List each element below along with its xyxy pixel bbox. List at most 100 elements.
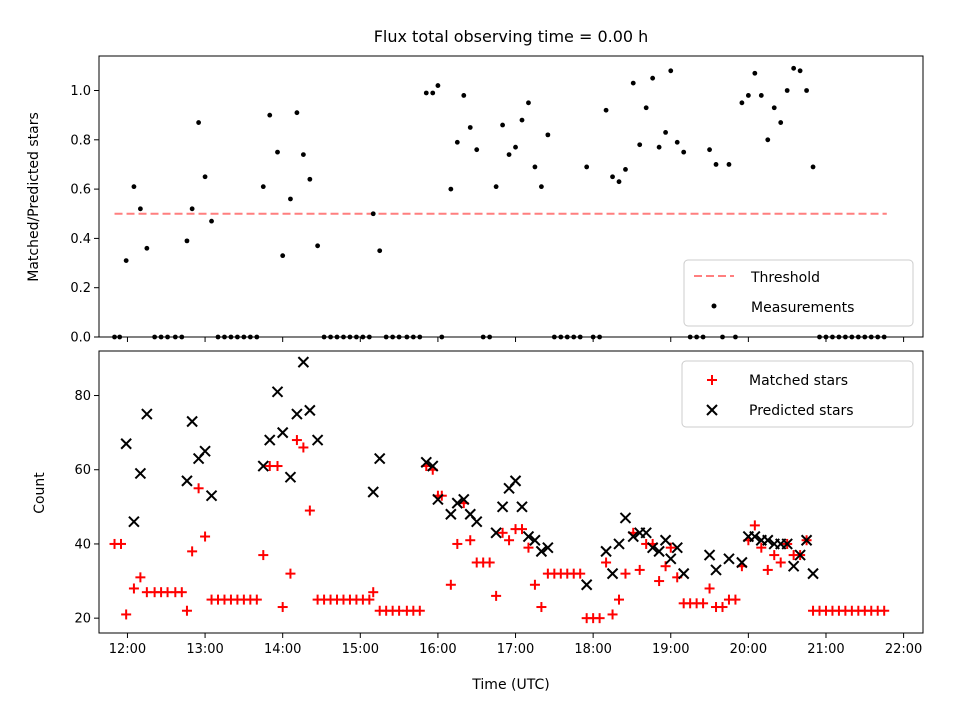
matched-star-point (762, 564, 773, 575)
predicted-star-point (781, 538, 793, 550)
chart-title: Flux total observing time = 0.00 h (374, 27, 649, 46)
matched-star-point (304, 505, 315, 516)
predicted-star-point (749, 530, 761, 543)
matched-star-point (536, 602, 547, 613)
measurement-point (209, 218, 214, 224)
predicted-star-point (522, 530, 535, 543)
predicted-star-point (600, 545, 612, 558)
predicted-star-point (606, 567, 619, 580)
predicted-star-point (264, 434, 276, 446)
threshold-legend-label: Threshold (750, 270, 820, 286)
measurement-point (423, 90, 429, 96)
predicted-star-point (186, 415, 198, 428)
predicted-star-point (373, 452, 386, 465)
matched-star-point (634, 564, 645, 575)
predicted-star-point (787, 560, 800, 572)
matched-star-point (368, 587, 379, 598)
matched-star-point (654, 576, 665, 587)
measurement-point (758, 93, 764, 98)
predicted-star-point (762, 534, 774, 546)
measurement-point (461, 93, 467, 98)
x-tick-label: 22:00 (885, 642, 922, 657)
predicted-star-point (529, 534, 541, 546)
predicted-star-point (128, 515, 140, 528)
matched-legend-label: Matched stars (749, 373, 848, 389)
y-tick-label: 0.6 (70, 183, 91, 198)
measurement-point (674, 139, 680, 145)
measurement-point (307, 176, 313, 182)
matched-star-point (484, 557, 495, 568)
measurement-point (467, 125, 473, 130)
matched-star-point (465, 535, 476, 546)
matched-star-point (181, 605, 192, 616)
measurement-point (584, 164, 590, 170)
matched-star-point (614, 594, 625, 605)
matched-star-point (115, 538, 126, 549)
predicted-star-point (471, 515, 483, 528)
matched-star-point (445, 579, 456, 590)
matched-star-point (121, 609, 132, 620)
matched-star-point (730, 594, 741, 605)
measurement-point (500, 122, 505, 128)
predicted-star-points (120, 356, 819, 591)
y-tick-label: 0.4 (70, 232, 91, 247)
matched-star-point (769, 550, 780, 561)
predicted-star-point (640, 527, 652, 539)
measurement-point (294, 110, 300, 116)
measurement-point (784, 88, 790, 93)
y-tick-label: 1.0 (70, 84, 91, 99)
measurement-point (630, 80, 636, 86)
predicted-star-point (427, 460, 439, 472)
measurement-point (474, 147, 480, 153)
ratio-panel: Matched/Predicted stars 0.0 0.2 0.4 0.6 0.8 1… (26, 55, 924, 346)
measurement-point (506, 152, 512, 157)
matched-star-point (523, 542, 534, 553)
predicted-star-point (304, 404, 316, 417)
predicted-star-point (723, 553, 735, 565)
count-legend: Matched stars Predicted stars (681, 360, 914, 428)
predicted-star-point (677, 567, 690, 580)
measurement-point (707, 147, 712, 153)
measurement-point (810, 164, 816, 170)
predicted-marker-icon (706, 404, 718, 416)
measurement-point (603, 107, 609, 113)
matched-star-point (258, 550, 269, 561)
measurement-point (616, 179, 622, 185)
measurement-point (513, 144, 518, 150)
x-tick-label: 21:00 (807, 642, 844, 657)
measurement-point (656, 144, 662, 150)
predicted-star-point (367, 486, 379, 498)
x-tick-label: 20:00 (730, 642, 767, 657)
matched-star-point (187, 546, 198, 557)
matched-star-point (272, 461, 283, 472)
matched-star-point (135, 572, 146, 583)
matched-star-point (594, 613, 605, 624)
matched-star-point (285, 568, 296, 579)
predicted-star-point (496, 501, 509, 513)
matched-star-point (756, 542, 767, 553)
measurement-point (791, 65, 797, 71)
predicted-star-point (451, 497, 464, 509)
matched-star-point (176, 587, 187, 598)
matched-star-point (298, 442, 309, 453)
measurement-point (681, 149, 687, 155)
measurement-point (668, 68, 674, 74)
measurement-point (454, 139, 460, 145)
matched-star-point (193, 483, 204, 494)
predicted-star-point (580, 579, 593, 591)
matched-star-point (364, 594, 375, 605)
x-tick-label: 16:00 (419, 642, 456, 657)
predicted-star-point (646, 541, 659, 554)
matched-star-point (291, 435, 302, 446)
y-tick-label: 0.0 (70, 331, 91, 346)
x-tick-label: 14:00 (264, 642, 301, 657)
ratio-xticks (126, 337, 905, 342)
predicted-legend-swatch (706, 404, 718, 416)
measurement-point (726, 162, 732, 167)
ratio-legend-box (683, 259, 914, 327)
measurement-point (804, 88, 809, 93)
predicted-star-point (671, 541, 683, 554)
measurement-point (189, 206, 195, 212)
predicted-star-point (432, 493, 444, 506)
measurement-point (623, 166, 628, 172)
